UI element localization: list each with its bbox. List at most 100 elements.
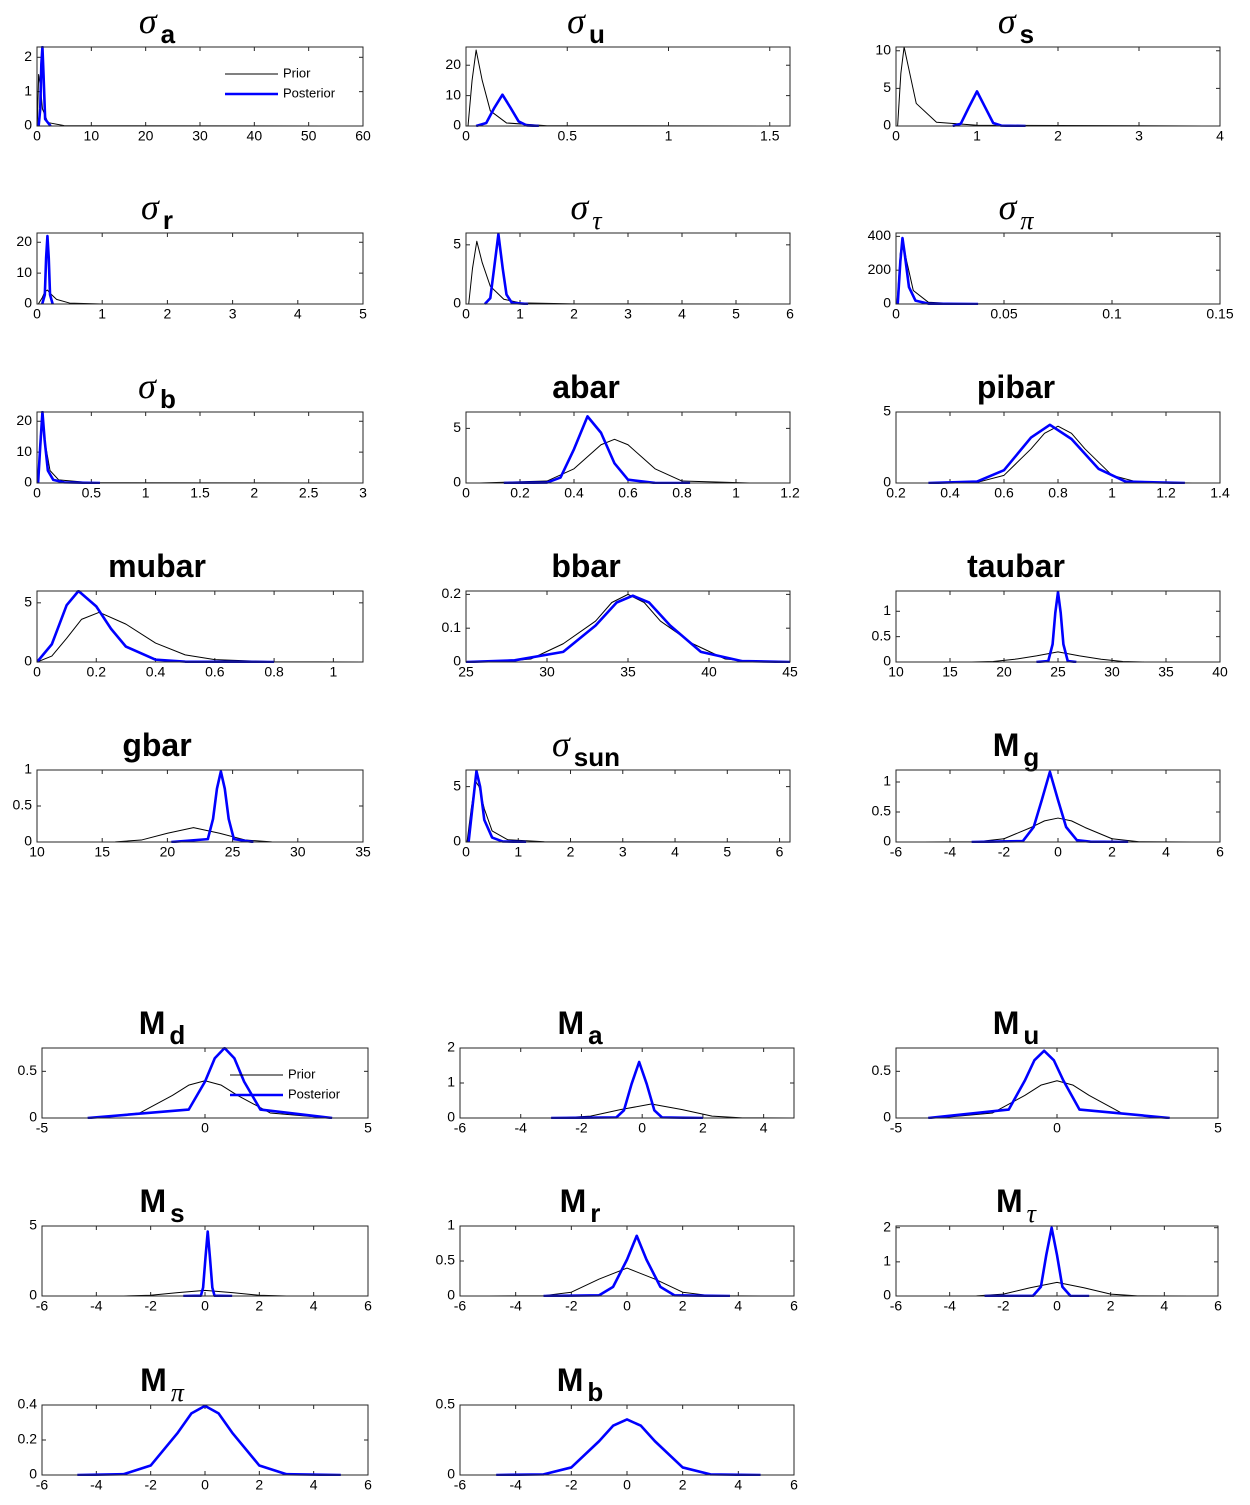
x-tick-label: 0 [462, 127, 470, 143]
chart-title: bbar [551, 548, 620, 584]
subplot: mubar 0 0.2 0.4 0.6 0.8 1 0 5 [24, 548, 364, 679]
x-tick-label: -2 [565, 1297, 578, 1313]
title-main: abar [552, 369, 620, 405]
title-main: pibar [977, 369, 1055, 405]
x-tick-label: 2 [567, 843, 575, 859]
x-tick-label: -4 [944, 843, 957, 859]
y-tick-label: 2 [883, 1218, 891, 1234]
x-tick-label: 5 [732, 305, 740, 321]
x-tick-label: 60 [355, 127, 371, 143]
y-tick-label: 20 [445, 56, 461, 72]
density-line [467, 49, 790, 127]
axes-frame [895, 769, 1221, 843]
title-main: gbar [122, 727, 191, 763]
x-tick-label: -4 [509, 1297, 522, 1313]
subplot: abar 0 0.2 0.4 0.6 0.8 1 1.2 0 5 [453, 369, 800, 500]
y-tick-label: 0 [883, 653, 891, 669]
subplot: σ a 0 10 20 30 40 50 60 0 1 2 Prior Posterior [24, 1, 371, 143]
x-tick-label: -2 [144, 1476, 157, 1492]
axes-frame [36, 590, 364, 663]
x-tick-label: 4 [310, 1297, 318, 1313]
x-tick-label: 3 [619, 843, 627, 859]
subplot: σ sun 0 1 2 3 4 5 6 0 5 [453, 724, 791, 859]
x-tick-label: 1.2 [780, 484, 800, 500]
axes-frame [895, 46, 1221, 127]
chart-title: taubar [967, 548, 1065, 584]
title-main: M [557, 1005, 584, 1041]
chart-title: mubar [108, 548, 206, 584]
x-tick-label: 2 [250, 484, 258, 500]
density-line [40, 234, 54, 305]
axes-frame [36, 769, 364, 843]
x-tick-label: 10 [29, 843, 45, 859]
x-tick-label: 4 [294, 305, 302, 321]
x-tick-label: 5 [723, 843, 731, 859]
y-tick-label: 5 [29, 1217, 37, 1233]
density-line [483, 232, 529, 305]
title-main: mubar [108, 548, 206, 584]
y-tick-label: 0 [453, 653, 461, 669]
y-tick-label: 200 [868, 261, 892, 277]
x-tick-label: 30 [539, 663, 555, 679]
x-tick-label: 35 [355, 843, 371, 859]
title-subscript: s [170, 1198, 184, 1228]
axes-frame [36, 232, 364, 305]
x-tick-label: 1 [516, 305, 524, 321]
x-tick-label: 0.6 [618, 484, 638, 500]
y-tick-label: 1 [24, 761, 32, 777]
legend-label: Prior [283, 65, 311, 80]
density-line [37, 411, 101, 484]
y-tick-label: 20 [16, 233, 32, 249]
x-tick-label: 0.2 [87, 663, 107, 679]
density-line [487, 1267, 767, 1297]
x-tick-label: 0.4 [940, 484, 960, 500]
axes-frame [465, 411, 791, 484]
x-tick-label: -5 [36, 1119, 49, 1135]
y-tick-label: 0 [453, 833, 461, 849]
density-line [479, 438, 750, 484]
density-line [63, 827, 324, 843]
x-tick-label: 0.4 [564, 484, 584, 500]
x-tick-label: 0 [33, 484, 41, 500]
x-tick-label: -2 [565, 1476, 578, 1492]
y-tick-label: 1 [24, 82, 32, 98]
chart-title: σ sun [552, 724, 620, 772]
x-tick-label: 20 [160, 843, 176, 859]
title-subscript: sun [574, 742, 620, 772]
x-tick-label: -5 [890, 1119, 903, 1135]
x-tick-label: 0 [462, 484, 470, 500]
y-tick-label: 0.2 [18, 1431, 38, 1447]
x-tick-label: 0 [1054, 843, 1062, 859]
title-main: σ [552, 724, 571, 764]
x-tick-label: 4 [1160, 1297, 1168, 1313]
title-subscript: u [1023, 1020, 1039, 1050]
x-tick-label: 30 [192, 127, 208, 143]
y-tick-label: 0 [883, 1109, 891, 1125]
x-tick-label: 25 [1050, 663, 1066, 679]
axes-frame [895, 232, 1221, 305]
x-tick-label: 6 [790, 1476, 798, 1492]
y-tick-label: 20 [16, 412, 32, 428]
y-tick-label: 0 [24, 117, 32, 133]
y-tick-label: 5 [453, 236, 461, 252]
x-tick-label: 0.8 [264, 663, 284, 679]
density-line [952, 90, 1026, 127]
x-tick-label: 0 [33, 127, 41, 143]
title-subscript: s [1020, 19, 1034, 49]
axes-frame [459, 1404, 795, 1476]
x-tick-label: -4 [509, 1476, 522, 1492]
